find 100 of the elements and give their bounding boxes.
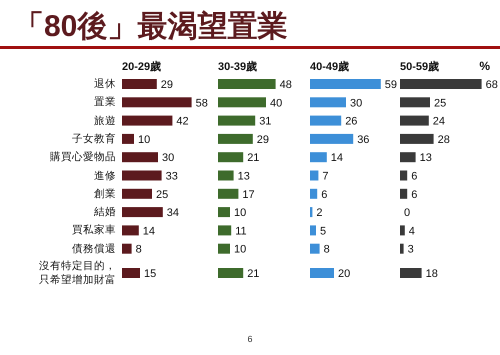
data-label: 14 xyxy=(142,225,156,238)
bar xyxy=(122,79,157,89)
bar xyxy=(122,116,172,126)
data-label: 30 xyxy=(162,152,174,164)
bar xyxy=(400,116,429,126)
data-label: 58 xyxy=(196,97,208,110)
bar xyxy=(122,244,132,254)
data-label: 11 xyxy=(235,225,247,238)
y-tick-label: 子女教育 xyxy=(71,132,116,146)
bar xyxy=(218,170,234,180)
text: % xyxy=(479,59,490,73)
bar xyxy=(400,170,408,180)
bar xyxy=(122,207,163,218)
data-label: 17 xyxy=(242,188,255,201)
bar xyxy=(310,170,318,180)
data-label: 7 xyxy=(322,170,329,182)
chart-subtitle: 40-49歲 xyxy=(310,60,350,73)
data-label: 4 xyxy=(408,225,415,238)
data-label: 5 xyxy=(320,225,326,238)
data-label: 0 xyxy=(404,207,410,220)
data-label: 34 xyxy=(166,207,180,220)
bar xyxy=(122,152,158,162)
bar xyxy=(218,97,266,108)
data-label: 8 xyxy=(136,244,142,256)
bar xyxy=(218,244,230,254)
data-label: 15 xyxy=(144,268,156,280)
data-label: 25 xyxy=(156,188,168,201)
chart-subtitle: 20-29歲 xyxy=(122,60,162,73)
bar xyxy=(310,152,327,162)
data-label: 36 xyxy=(357,134,370,146)
data-label: 10 xyxy=(234,244,246,256)
data-label: 21 xyxy=(247,268,260,280)
bar xyxy=(122,170,162,180)
data-label: 10 xyxy=(138,134,150,146)
data-label: 40 xyxy=(270,97,282,110)
bar xyxy=(400,97,430,108)
bar xyxy=(400,152,416,162)
bar xyxy=(218,225,232,236)
data-label: 29 xyxy=(256,134,270,146)
y-tick-label: 購買心愛物品 xyxy=(49,150,116,164)
y-tick-label: 退休 xyxy=(93,77,116,91)
data-label: 24 xyxy=(432,116,446,128)
y-tick-label: 沒有特定目的，只希望增加財富 xyxy=(38,259,116,287)
data-label: 33 xyxy=(166,170,178,182)
bar xyxy=(310,134,354,144)
y-tick-label: 進修 xyxy=(93,168,116,182)
y-tick-label: 債務償還 xyxy=(71,242,116,256)
bar xyxy=(218,79,276,89)
data-label: 68 xyxy=(486,79,498,91)
bar xyxy=(122,188,152,199)
bar xyxy=(400,244,404,254)
data-label: 48 xyxy=(280,79,292,91)
bar xyxy=(310,116,342,126)
text: 6 xyxy=(247,334,253,344)
y-tick-label: 結婚 xyxy=(93,205,116,220)
data-label: 42 xyxy=(176,116,189,128)
bar xyxy=(400,225,405,236)
bar xyxy=(400,188,408,199)
data-label: 13 xyxy=(238,170,250,182)
bar xyxy=(122,134,134,144)
y-tick-label: 旅遊 xyxy=(93,114,116,128)
bar xyxy=(218,116,256,126)
data-label: 8 xyxy=(324,244,330,256)
bar xyxy=(310,79,381,89)
data-label: 21 xyxy=(247,152,260,164)
bar xyxy=(122,97,192,108)
y-tick-label: 買私家車 xyxy=(71,223,116,238)
data-label: 26 xyxy=(345,116,358,128)
bar xyxy=(122,225,139,236)
chart-title: 「80後」最渴望置業 xyxy=(14,10,288,43)
data-label: 3 xyxy=(408,244,414,256)
data-label: 13 xyxy=(420,152,432,164)
bar xyxy=(310,244,320,254)
data-label: 10 xyxy=(234,207,246,220)
data-label: 28 xyxy=(438,134,450,146)
chart-subtitle: 30-39歲 xyxy=(218,60,258,73)
data-label: 30 xyxy=(350,97,362,110)
y-tick-label: 置業 xyxy=(93,95,116,110)
bar xyxy=(218,134,253,144)
bar xyxy=(218,152,244,162)
bar xyxy=(310,97,346,108)
bar xyxy=(310,225,316,236)
chart-subtitle: 50-59歲 xyxy=(400,60,440,73)
bar xyxy=(400,79,482,89)
data-label: 25 xyxy=(434,97,446,110)
data-label: 6 xyxy=(321,188,328,201)
y-tick-label: 創業 xyxy=(93,186,116,201)
bar xyxy=(310,188,318,199)
data-label: 18 xyxy=(426,268,438,280)
data-label: 59 xyxy=(384,79,398,91)
data-label: 29 xyxy=(160,79,174,91)
bar xyxy=(218,188,238,199)
bar xyxy=(218,207,230,218)
data-label: 31 xyxy=(259,116,272,128)
data-label: 6 xyxy=(411,170,418,182)
data-label: 20 xyxy=(338,268,350,280)
bar xyxy=(400,134,434,144)
data-label: 6 xyxy=(411,188,418,201)
data-label: 14 xyxy=(330,152,344,164)
data-label: 2 xyxy=(316,207,323,220)
